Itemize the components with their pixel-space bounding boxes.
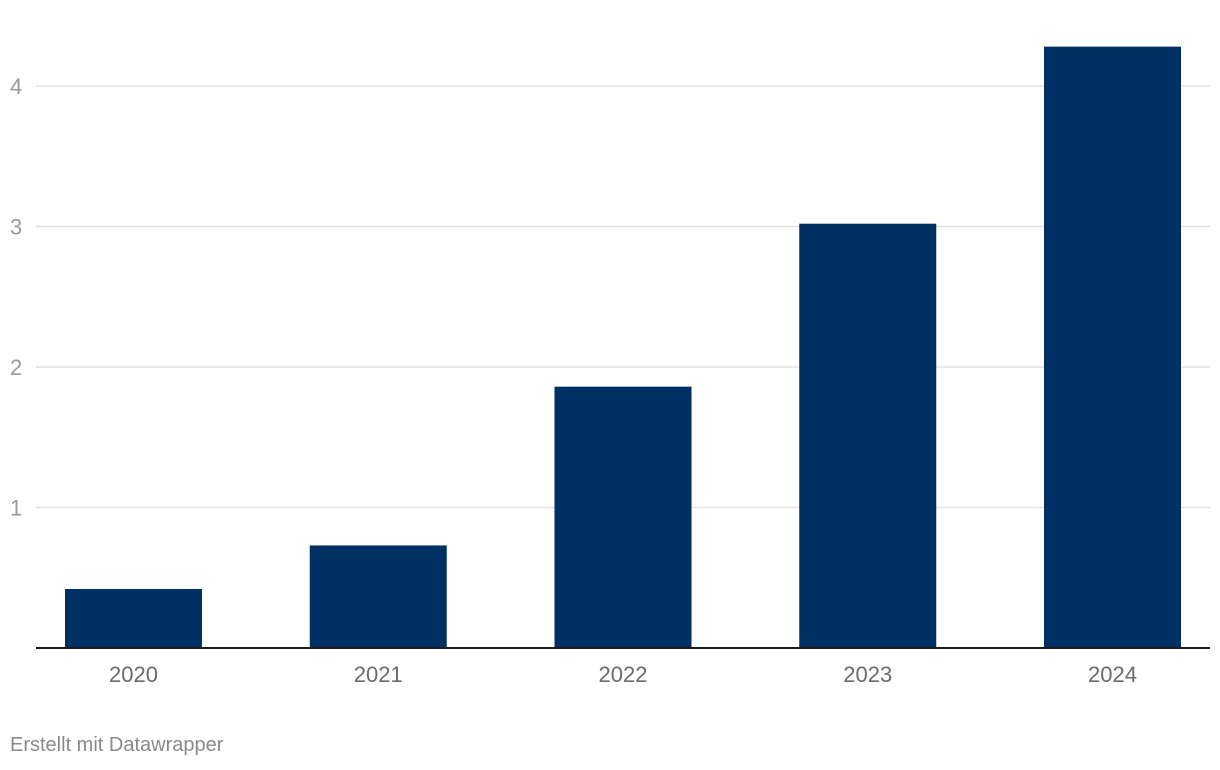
y-tick-label: 3 — [10, 215, 22, 240]
x-tick-label: 2024 — [1088, 662, 1137, 687]
x-tick-label: 2021 — [354, 662, 403, 687]
bars-layer — [65, 46, 1181, 649]
x-tick-label: 2020 — [109, 662, 158, 687]
chart-canvas: 1 2 3 4 2020 2021 2022 2023 2024 — [10, 46, 1210, 687]
x-axis: 2020 2021 2022 2023 2024 — [36, 647, 1210, 687]
bar-2022 — [554, 386, 692, 648]
footer-credit: Erstellt mit Datawrapper — [10, 734, 224, 756]
y-tick-label: 4 — [10, 74, 22, 99]
bar-2024 — [1044, 46, 1181, 649]
x-tick-label: 2023 — [843, 662, 892, 687]
bar-2020 — [65, 588, 202, 648]
x-tick-label: 2022 — [599, 662, 648, 687]
bar-2021 — [309, 545, 447, 648]
y-tick-label: 1 — [10, 496, 22, 521]
bar-2023 — [799, 223, 937, 648]
y-tick-label: 2 — [10, 355, 22, 380]
